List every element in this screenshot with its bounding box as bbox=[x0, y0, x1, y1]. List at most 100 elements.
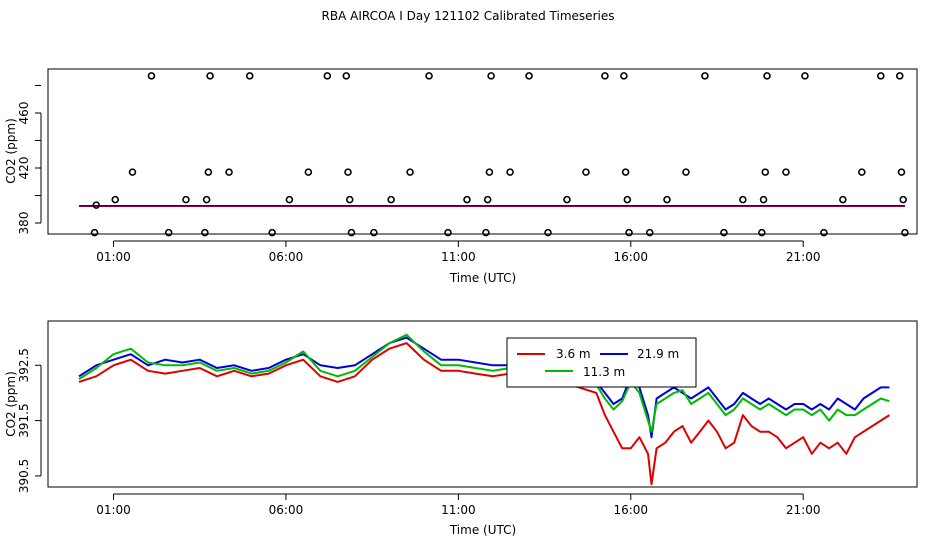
top-y-axis: 380 420 460 bbox=[17, 85, 42, 235]
x-tick-label: 21:00 bbox=[786, 503, 821, 517]
scatter-point bbox=[206, 72, 214, 80]
scatter-point bbox=[782, 168, 790, 176]
legend-box bbox=[506, 337, 697, 388]
y-tick-label: 420 bbox=[17, 157, 31, 180]
legend: 3.6 m 21.9 m 11.3 m bbox=[506, 337, 697, 388]
top-y-axis-label: CO2 (ppm) bbox=[4, 118, 18, 184]
scatter-point bbox=[128, 168, 137, 176]
scatter-point bbox=[582, 168, 590, 176]
scatter-point bbox=[876, 72, 885, 80]
scatter-point bbox=[285, 195, 294, 204]
scatter-point bbox=[839, 195, 847, 204]
scatter-point bbox=[759, 195, 768, 204]
scatter-point bbox=[720, 228, 728, 237]
x-tick-label: 01:00 bbox=[96, 250, 131, 264]
scatter-point bbox=[164, 228, 173, 237]
legend-label-3-6: 3.6 m bbox=[556, 347, 591, 361]
bottom-panel: 01:00 06:00 11:00 16:00 21:00 390.5 391.5 392.… bbox=[4, 320, 918, 537]
scatter-point bbox=[182, 195, 190, 204]
bottom-x-axis-label: Time (UTC) bbox=[449, 523, 516, 537]
scatter-point bbox=[701, 72, 709, 80]
scatter-point bbox=[623, 195, 632, 204]
bottom-marks bbox=[78, 333, 890, 486]
scatter-point bbox=[645, 228, 654, 237]
scatter-point bbox=[763, 72, 771, 80]
x-tick-label: 06:00 bbox=[269, 250, 304, 264]
scatter-point bbox=[444, 228, 452, 237]
legend-label-11-3: 11.3 m bbox=[583, 365, 625, 379]
scatter-point bbox=[487, 72, 495, 80]
scatter-point bbox=[345, 195, 354, 204]
scatter-point bbox=[901, 228, 909, 237]
scatter-point bbox=[482, 228, 490, 237]
scatter-point bbox=[268, 228, 276, 237]
scatter-point bbox=[506, 168, 514, 176]
bottom-y-axis: 390.5 391.5 392.5 bbox=[17, 348, 42, 493]
y-tick-label: 391.5 bbox=[17, 403, 31, 437]
top-x-axis: 01:00 06:00 11:00 16:00 21:00 bbox=[96, 240, 821, 264]
legend-label-21-9: 21.9 m bbox=[637, 347, 679, 361]
bottom-y-axis-label: CO2 (ppm) bbox=[4, 371, 18, 437]
scatter-point bbox=[895, 72, 904, 80]
scatter-point bbox=[663, 195, 671, 204]
x-tick-label: 16:00 bbox=[613, 250, 648, 264]
x-tick-label: 06:00 bbox=[269, 503, 304, 517]
scatter-point bbox=[304, 168, 313, 176]
series-line-21-9 bbox=[78, 336, 890, 439]
top-plot-frame bbox=[47, 68, 918, 235]
bottom-x-axis: 01:00 06:00 11:00 16:00 21:00 bbox=[96, 493, 821, 517]
scatter-point bbox=[758, 228, 766, 237]
scatter-point bbox=[620, 72, 628, 80]
top-panel: 01:00 06:00 11:00 16:00 21:00 380 420 460 Time… bbox=[4, 68, 918, 285]
scatter-point bbox=[90, 228, 99, 237]
y-tick-label: 380 bbox=[17, 212, 31, 235]
page-title: RBA AIRCOA I Day 121102 Calibrated Times… bbox=[321, 9, 615, 23]
scatter-point bbox=[563, 195, 571, 204]
bottom-plot-frame bbox=[47, 320, 918, 488]
x-tick-label: 11:00 bbox=[441, 250, 476, 264]
scatter-point bbox=[485, 168, 494, 176]
scatter-point bbox=[370, 228, 378, 237]
scatter-point bbox=[111, 195, 120, 204]
scatter-point bbox=[525, 72, 533, 80]
y-tick-label: 392.5 bbox=[17, 348, 31, 382]
scatter-point bbox=[342, 72, 351, 80]
x-tick-label: 16:00 bbox=[613, 503, 648, 517]
scatter-point bbox=[225, 168, 233, 176]
scatter-point bbox=[625, 228, 633, 237]
scatter-point bbox=[204, 168, 213, 176]
scatter-point bbox=[463, 195, 471, 204]
scatter-point bbox=[344, 168, 352, 176]
scatter-point bbox=[245, 72, 254, 80]
scatter-point bbox=[739, 195, 747, 204]
scatter-point bbox=[801, 72, 809, 80]
x-tick-label: 11:00 bbox=[441, 503, 476, 517]
scatter-point bbox=[820, 228, 828, 237]
x-tick-label: 21:00 bbox=[786, 250, 821, 264]
scatter-point bbox=[483, 195, 492, 204]
scatter-point bbox=[201, 228, 209, 237]
y-tick-label: 390.5 bbox=[17, 459, 31, 493]
scatter-point bbox=[858, 168, 866, 176]
top-marks bbox=[79, 72, 909, 237]
top-x-axis-label: Time (UTC) bbox=[449, 271, 516, 285]
scatter-point bbox=[347, 228, 356, 237]
scatter-point bbox=[92, 201, 101, 209]
scatter-point bbox=[601, 72, 609, 80]
scatter-point bbox=[682, 168, 690, 176]
scatter-point bbox=[899, 195, 908, 204]
scatter-point bbox=[897, 168, 906, 176]
scatter-point bbox=[621, 168, 630, 176]
scatter-point bbox=[406, 168, 414, 176]
scatter-point bbox=[425, 72, 433, 80]
series-line-11-3 bbox=[78, 333, 890, 433]
scatter-point bbox=[202, 195, 211, 204]
x-tick-label: 01:00 bbox=[96, 503, 131, 517]
scatter-point bbox=[323, 72, 332, 80]
y-tick-label: 460 bbox=[17, 102, 31, 125]
scatter-point bbox=[544, 228, 552, 237]
series-line-3-6 bbox=[78, 342, 890, 486]
scatter-point bbox=[387, 195, 395, 204]
scatter-point bbox=[147, 72, 156, 80]
